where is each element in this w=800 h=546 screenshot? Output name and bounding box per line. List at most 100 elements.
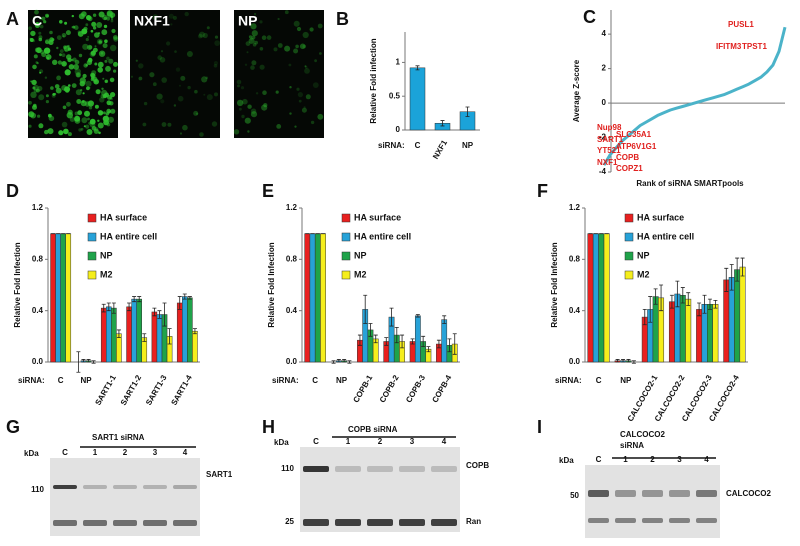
lane-label: 1 — [346, 437, 351, 446]
cell — [149, 72, 155, 78]
error-bar — [410, 338, 415, 345]
cell — [98, 50, 106, 57]
cell — [30, 80, 33, 83]
cell — [81, 100, 85, 103]
cell — [214, 40, 221, 46]
error-bar — [659, 284, 664, 312]
size-marker: 110 — [281, 464, 294, 473]
cell — [48, 39, 54, 46]
cell — [298, 99, 302, 103]
bar — [111, 307, 117, 363]
cell — [262, 90, 267, 95]
cell — [92, 26, 97, 30]
cell — [138, 76, 143, 81]
cell — [32, 86, 36, 90]
cell — [83, 63, 88, 68]
cell — [38, 123, 44, 129]
cell — [173, 104, 177, 107]
error-bar — [347, 360, 352, 364]
cell — [56, 46, 59, 50]
cell — [314, 59, 317, 63]
cell — [110, 17, 114, 21]
error-bar — [702, 294, 707, 314]
x-prefix: siRNA: — [272, 376, 299, 385]
error-bar — [373, 334, 378, 344]
cell — [187, 85, 191, 90]
cell — [284, 10, 289, 15]
cell — [301, 107, 307, 113]
cell — [277, 43, 283, 48]
y-axis-label: Relative Fold Infection — [550, 242, 559, 327]
y-axis-label: Average Z-score — [572, 59, 581, 122]
cell — [50, 86, 54, 90]
error-bar — [621, 359, 626, 363]
cell — [244, 63, 248, 66]
cell — [214, 92, 218, 97]
cell — [317, 113, 324, 120]
cell — [63, 45, 67, 49]
blot — [300, 447, 460, 532]
cell — [91, 21, 97, 27]
y-tick-label: 0.4 — [569, 306, 581, 315]
legend-swatch — [624, 232, 634, 242]
cell — [160, 99, 165, 104]
cell — [214, 35, 219, 39]
error-bar — [631, 360, 636, 364]
error-bar — [167, 328, 172, 345]
bar — [131, 298, 137, 363]
blot-unit: kDa — [24, 449, 39, 458]
error-bar — [101, 303, 106, 313]
band — [669, 518, 690, 523]
cell — [55, 87, 62, 94]
cell — [194, 89, 198, 94]
cell — [88, 121, 91, 125]
error-bar — [187, 296, 192, 300]
cell — [66, 54, 72, 60]
cell — [302, 31, 309, 39]
cell — [276, 124, 282, 129]
band — [431, 519, 457, 526]
bar — [587, 233, 594, 363]
cell — [88, 45, 93, 50]
cell — [186, 51, 193, 57]
x-tick-label: NP — [80, 376, 92, 385]
cell — [302, 44, 307, 49]
bar — [320, 233, 326, 363]
band — [669, 490, 690, 497]
bar — [441, 319, 448, 363]
cell — [104, 92, 109, 98]
error-bar — [142, 333, 147, 342]
cell — [247, 130, 250, 133]
cell — [138, 63, 144, 69]
band — [303, 466, 329, 472]
cell — [61, 121, 68, 128]
cell — [98, 11, 105, 18]
bar — [151, 311, 158, 363]
error-bar — [642, 308, 647, 326]
bar — [192, 330, 198, 363]
cell — [66, 101, 71, 107]
band — [399, 466, 425, 472]
y-tick-label: 0.8 — [286, 254, 298, 263]
blot-target: SART1 — [206, 470, 233, 479]
cell — [80, 127, 84, 131]
cell — [198, 33, 203, 39]
cell — [69, 117, 75, 122]
cell — [97, 119, 100, 123]
cell — [90, 29, 94, 33]
y-axis-label: Relative Fold infection — [369, 38, 378, 123]
cell — [110, 44, 117, 52]
bar — [55, 233, 61, 363]
cell — [206, 26, 210, 30]
bar — [182, 296, 188, 363]
cell — [31, 79, 37, 86]
band — [615, 518, 636, 523]
error-bar — [81, 359, 86, 363]
x-tick-label: C — [596, 376, 602, 385]
cell — [248, 35, 253, 39]
legend-swatch — [87, 232, 97, 242]
cell — [30, 30, 36, 37]
x-tick-label: COPB-2 — [378, 373, 401, 404]
cell — [61, 61, 67, 67]
legend-swatch — [341, 251, 351, 261]
